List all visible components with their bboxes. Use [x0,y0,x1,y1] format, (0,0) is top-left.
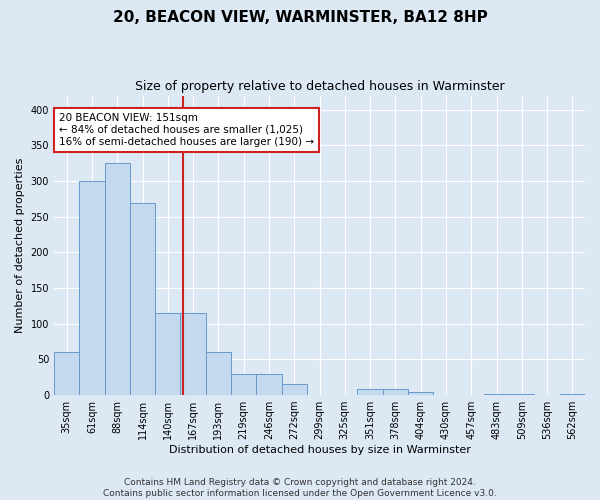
Bar [358,390,383,395]
Bar [54,352,79,395]
X-axis label: Distribution of detached houses by size in Warminster: Distribution of detached houses by size … [169,445,470,455]
Bar [79,181,104,395]
Bar [408,392,433,395]
Bar [509,394,535,395]
Bar [155,313,181,395]
Bar [256,374,281,395]
Bar [281,384,307,395]
Bar [206,352,231,395]
Bar [231,374,256,395]
Text: 20 BEACON VIEW: 151sqm
← 84% of detached houses are smaller (1,025)
16% of semi-: 20 BEACON VIEW: 151sqm ← 84% of detached… [59,114,314,146]
Bar [560,394,585,395]
Bar [181,313,206,395]
Title: Size of property relative to detached houses in Warminster: Size of property relative to detached ho… [135,80,505,93]
Bar [130,202,155,395]
Bar [104,164,130,395]
Text: Contains HM Land Registry data © Crown copyright and database right 2024.
Contai: Contains HM Land Registry data © Crown c… [103,478,497,498]
Y-axis label: Number of detached properties: Number of detached properties [15,158,25,333]
Bar [383,390,408,395]
Bar [484,394,509,395]
Text: 20, BEACON VIEW, WARMINSTER, BA12 8HP: 20, BEACON VIEW, WARMINSTER, BA12 8HP [113,10,487,25]
